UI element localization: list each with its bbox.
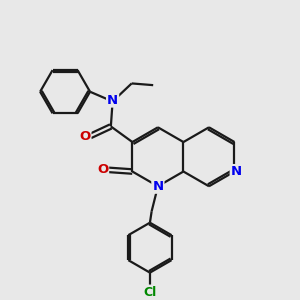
Text: O: O xyxy=(97,163,108,176)
Text: N: N xyxy=(231,165,242,178)
Text: N: N xyxy=(152,180,164,193)
Text: N: N xyxy=(107,94,118,106)
Text: O: O xyxy=(79,130,91,142)
Text: Cl: Cl xyxy=(143,286,157,298)
